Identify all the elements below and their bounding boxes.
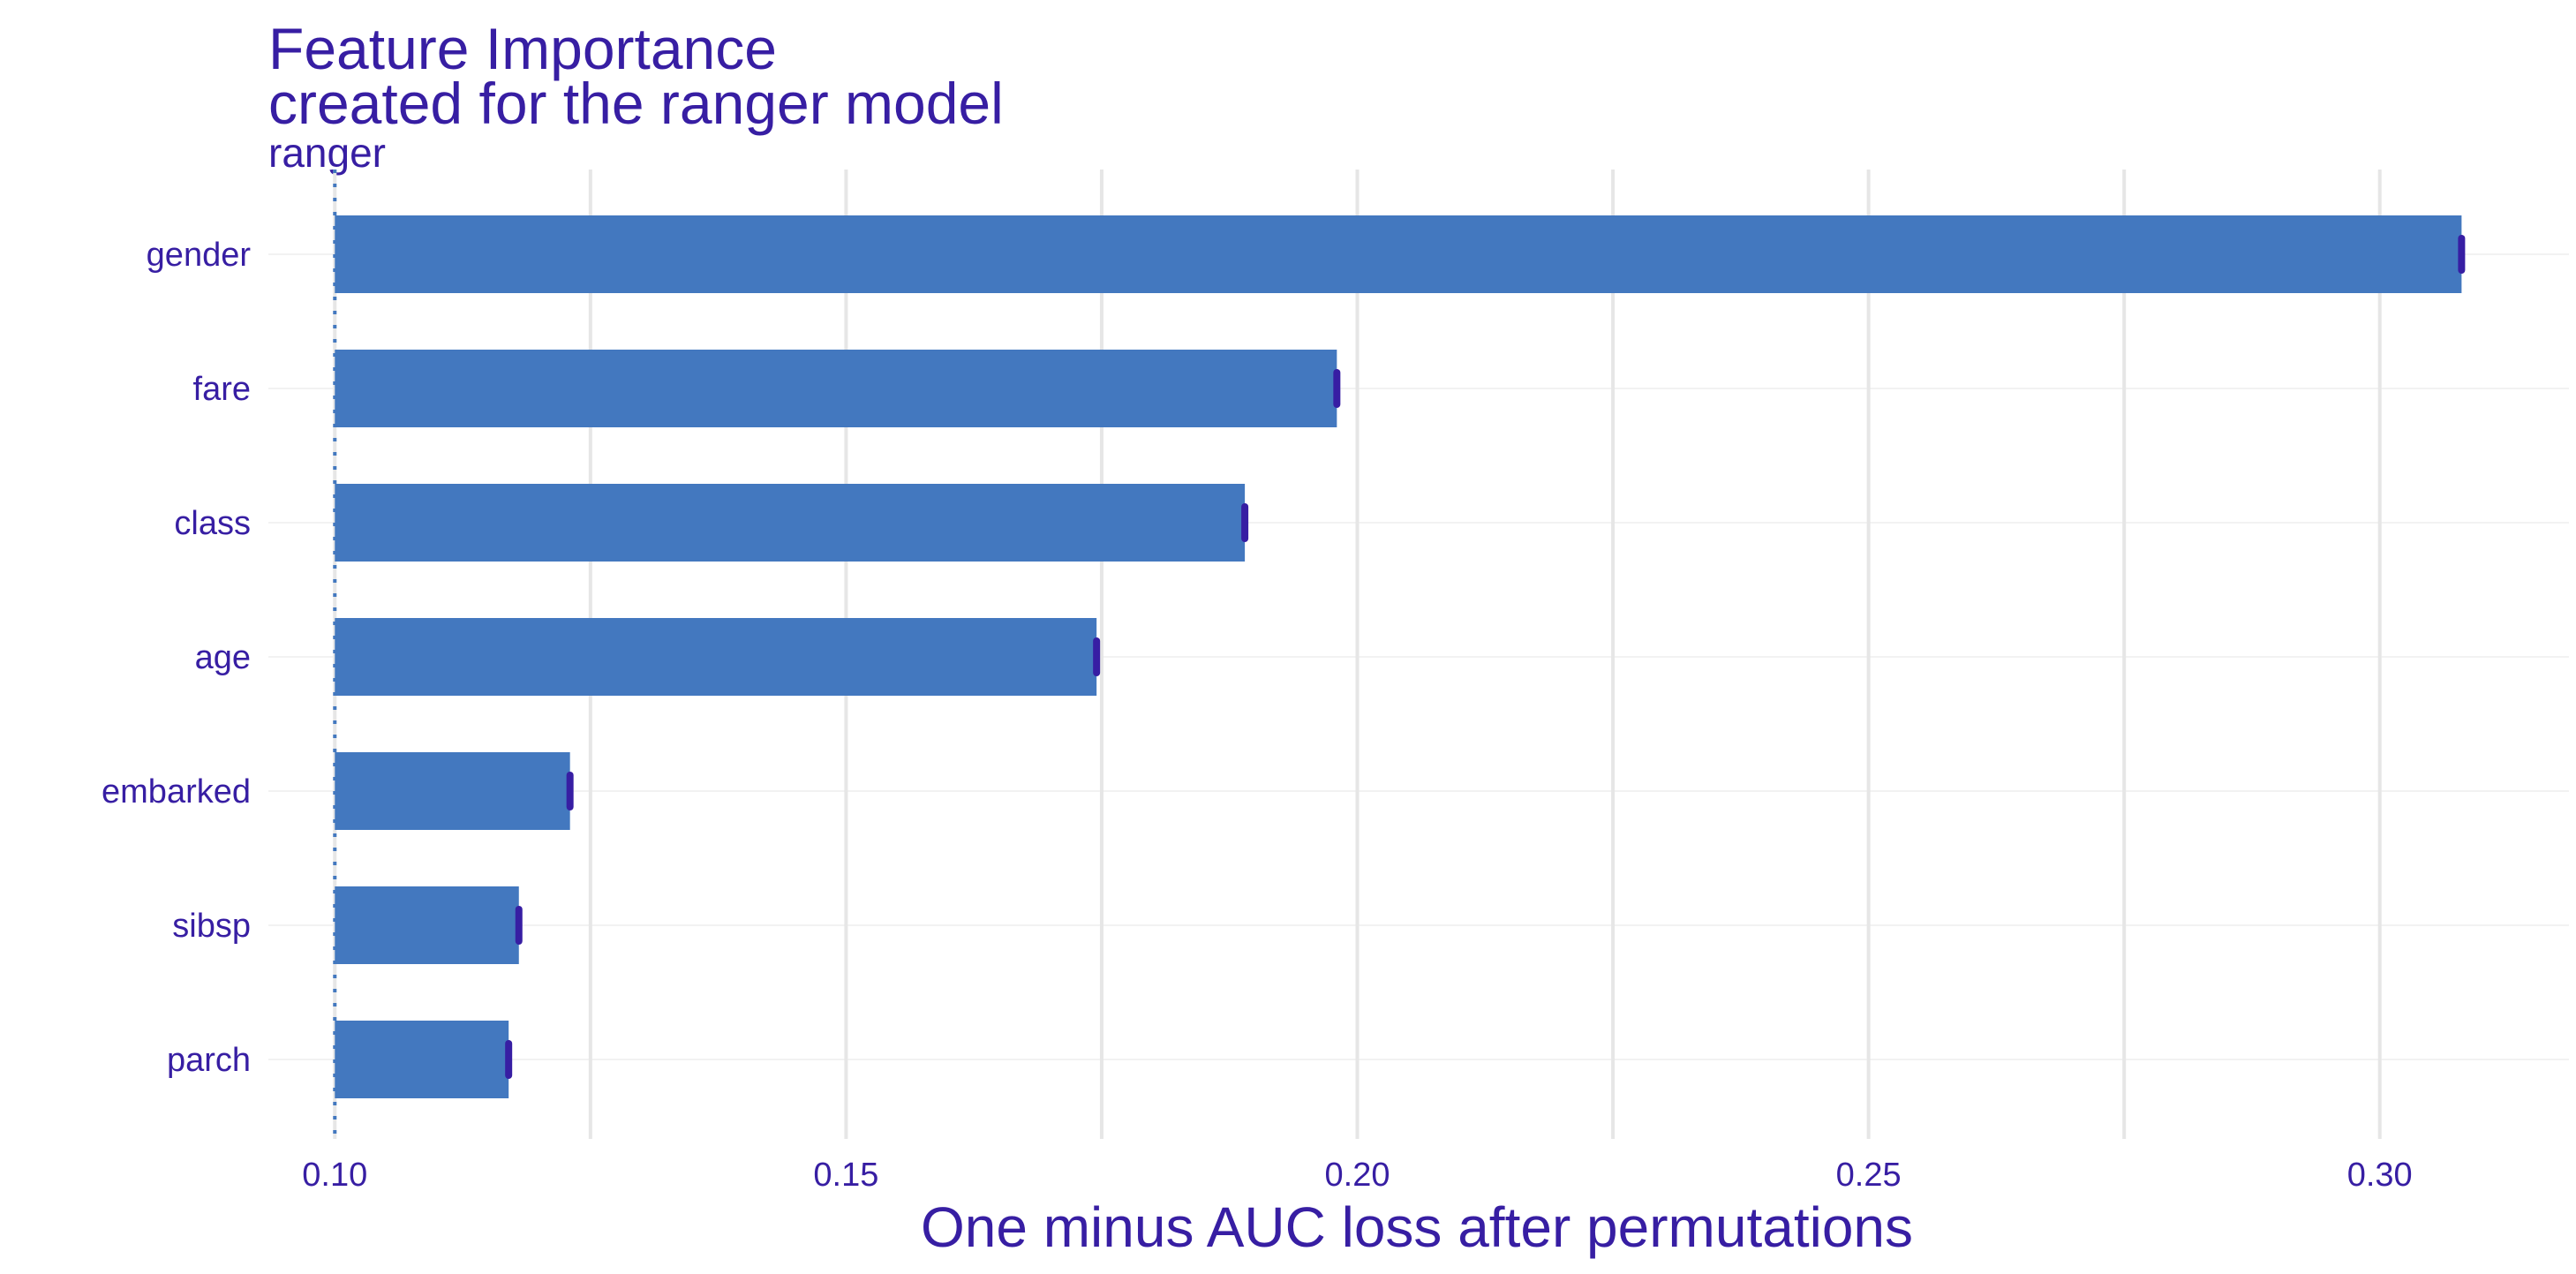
bar-gender bbox=[335, 215, 2462, 293]
x-tick-label: 0.15 bbox=[813, 1157, 878, 1194]
label-layer: gender fare class age embarked sibsp parch 0.10… bbox=[102, 237, 2413, 1194]
bar-parch bbox=[335, 1021, 509, 1098]
x-tick-label: 0.30 bbox=[2347, 1157, 2413, 1194]
bar-layer bbox=[333, 170, 2466, 1139]
x-tick-label: 0.20 bbox=[1325, 1157, 1390, 1194]
chart-subtitle: created for the ranger model bbox=[268, 71, 1004, 136]
chart-title: Feature Importance bbox=[268, 16, 777, 81]
bar-class bbox=[335, 484, 1246, 562]
bar-sibsp bbox=[335, 886, 519, 964]
x-axis-title: One minus AUC loss after permutations bbox=[921, 1195, 1913, 1259]
y-tick-label-embarked: embarked bbox=[102, 773, 251, 810]
y-tick-label-sibsp: sibsp bbox=[172, 908, 251, 945]
y-tick-label-parch: parch bbox=[167, 1042, 251, 1079]
panel-label: ranger bbox=[268, 130, 386, 176]
x-tick-label: 0.10 bbox=[302, 1157, 367, 1194]
bar-age bbox=[335, 618, 1097, 696]
x-tick-label: 0.25 bbox=[1836, 1157, 1902, 1194]
bar-fare bbox=[335, 350, 1337, 427]
y-tick-label-gender: gender bbox=[147, 237, 252, 274]
bar-embarked bbox=[335, 752, 570, 830]
y-tick-label-fare: fare bbox=[193, 371, 251, 408]
y-tick-label-age: age bbox=[195, 639, 251, 676]
y-tick-label-class: class bbox=[174, 505, 251, 542]
